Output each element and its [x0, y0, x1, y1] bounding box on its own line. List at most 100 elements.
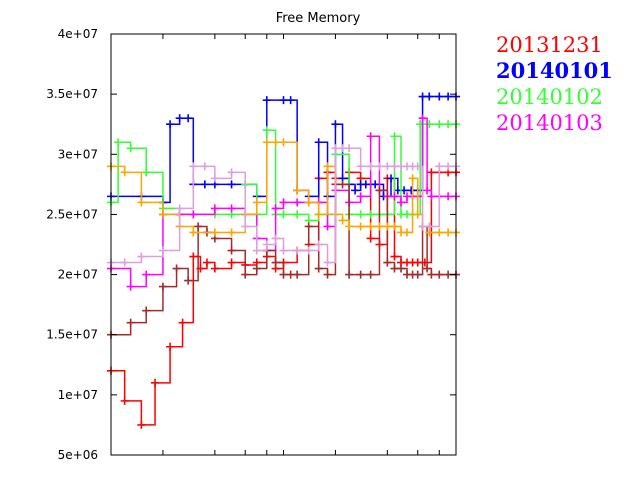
- data-point: [189, 228, 198, 237]
- data-point: [366, 132, 375, 141]
- data-point: [279, 270, 288, 279]
- data-point: [366, 234, 375, 243]
- data-point: [175, 114, 184, 123]
- series-layer: [107, 92, 460, 429]
- data-point: [435, 270, 444, 279]
- legend-entry: 20140103: [496, 111, 603, 135]
- data-point: [435, 162, 444, 171]
- data-point: [423, 186, 432, 195]
- data-point: [227, 246, 236, 255]
- data-point: [166, 342, 175, 351]
- data-point: [184, 276, 193, 285]
- data-point: [371, 180, 380, 189]
- data-point: [408, 174, 417, 183]
- data-point: [427, 270, 436, 279]
- data-point: [304, 222, 313, 231]
- data-point: [361, 180, 370, 189]
- data-point: [120, 258, 129, 267]
- data-point: [435, 120, 444, 129]
- data-point: [345, 222, 354, 231]
- data-point: [375, 162, 384, 171]
- data-point: [252, 264, 261, 273]
- data-point: [114, 138, 123, 147]
- data-point: [323, 162, 332, 171]
- y-tick-label: 4e+07: [58, 27, 98, 41]
- data-point: [126, 282, 135, 291]
- data-point: [356, 270, 365, 279]
- data-point: [279, 198, 288, 207]
- data-point: [286, 96, 295, 105]
- data-point: [331, 144, 340, 153]
- data-point: [126, 318, 135, 327]
- data-point: [126, 144, 135, 153]
- data-point: [227, 168, 236, 177]
- data-point: [425, 92, 434, 101]
- data-point: [356, 210, 365, 219]
- data-point: [366, 270, 375, 279]
- data-point: [345, 144, 354, 153]
- y-tick-label: 2e+07: [58, 268, 98, 282]
- data-point: [293, 210, 302, 219]
- data-point: [210, 228, 219, 237]
- data-point: [331, 120, 340, 129]
- data-point: [366, 210, 375, 219]
- data-point: [142, 168, 151, 177]
- data-point: [158, 282, 167, 291]
- data-point: [444, 120, 453, 129]
- data-point: [262, 126, 271, 135]
- data-point: [413, 258, 422, 267]
- data-point: [338, 216, 347, 225]
- data-point: [241, 270, 250, 279]
- data-point: [252, 198, 261, 207]
- data-point: [279, 96, 288, 105]
- data-point: [194, 222, 203, 231]
- data-point: [444, 192, 453, 201]
- data-point: [227, 204, 236, 213]
- data-point: [279, 210, 288, 219]
- data-point: [314, 264, 323, 273]
- y-tick-label: 1e+07: [58, 388, 98, 402]
- data-point: [427, 192, 436, 201]
- data-point: [356, 192, 365, 201]
- data-point: [413, 270, 422, 279]
- data-point: [444, 228, 453, 237]
- data-point: [279, 138, 288, 147]
- series-20140101: [107, 92, 460, 207]
- data-point: [390, 222, 399, 231]
- data-point: [366, 162, 375, 171]
- data-point: [189, 252, 198, 261]
- data-point: [202, 258, 211, 267]
- data-point: [151, 378, 160, 387]
- data-point: [435, 92, 444, 101]
- data-point: [390, 252, 399, 261]
- data-point: [304, 198, 313, 207]
- data-point: [338, 180, 347, 189]
- data-point: [293, 198, 302, 207]
- data-point: [314, 138, 323, 147]
- data-point: [323, 258, 332, 267]
- axis-ticks: 5e+06 1e+07 1.5e+07 2e+07 2.5e+07 3e+07 3.5e+0…: [46, 27, 457, 462]
- data-point: [158, 246, 167, 255]
- data-point: [383, 162, 392, 171]
- data-point: [172, 264, 181, 273]
- data-point: [397, 198, 406, 207]
- legend-entry: 20140102: [496, 85, 603, 109]
- data-point: [137, 252, 146, 261]
- data-point: [271, 204, 280, 213]
- data-point: [252, 246, 261, 255]
- series-extra-6: [107, 144, 460, 267]
- data-point: [425, 222, 434, 231]
- data-point: [184, 114, 193, 123]
- data-point: [345, 270, 354, 279]
- series-extra-5: [107, 138, 460, 237]
- data-point: [403, 228, 412, 237]
- data-point: [120, 168, 129, 177]
- legend-entry: 20131231: [496, 33, 603, 57]
- data-point: [241, 222, 250, 231]
- y-tick-label: 5e+06: [58, 448, 98, 462]
- y-tick-label: 1.5e+07: [46, 328, 98, 342]
- data-point: [200, 162, 209, 171]
- data-point: [390, 132, 399, 141]
